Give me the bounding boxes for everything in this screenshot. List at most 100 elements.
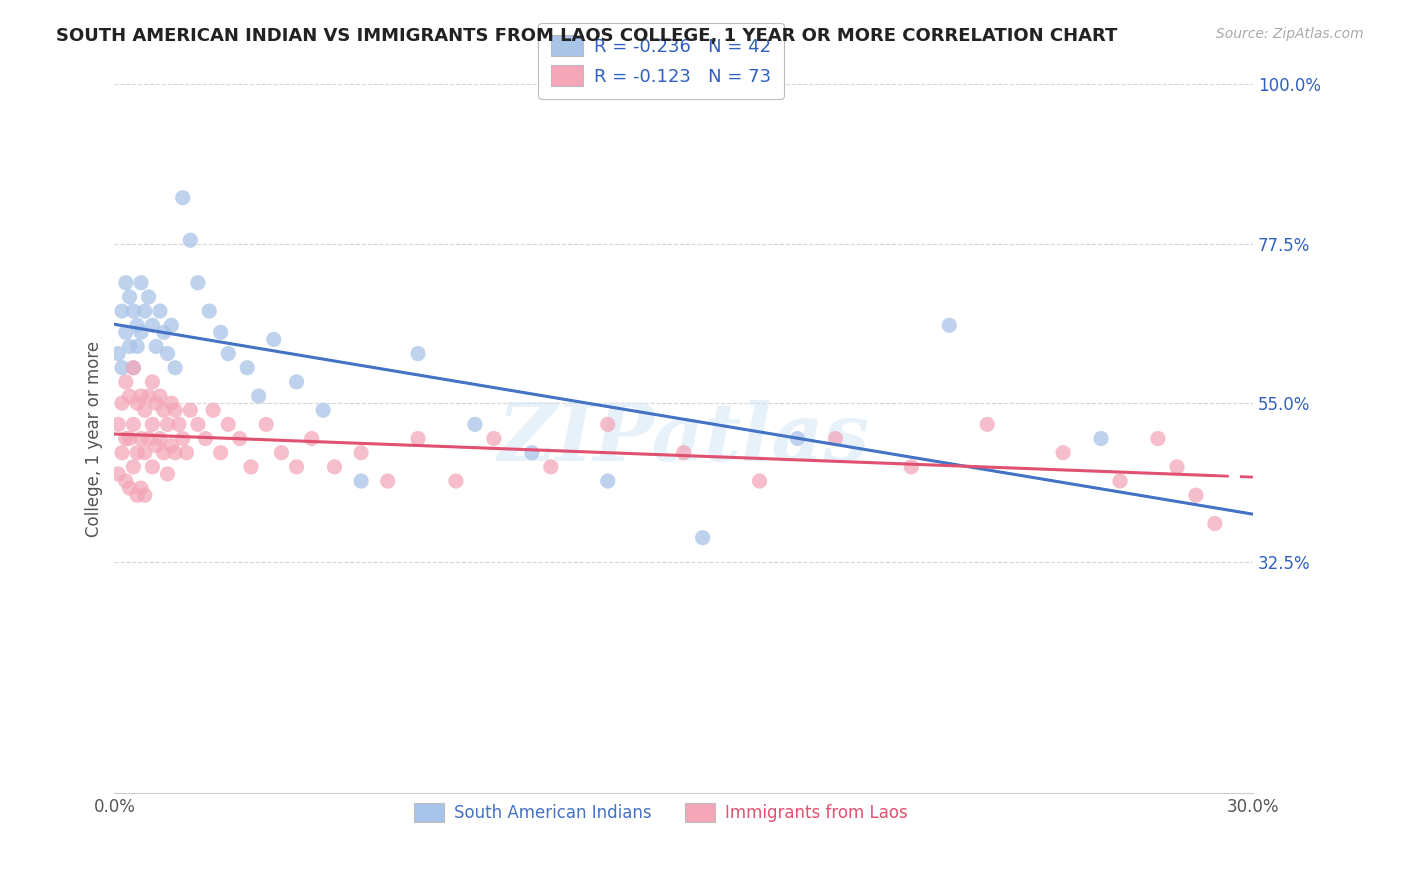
Point — [167, 417, 190, 432]
Point — [350, 446, 373, 460]
Point — [107, 417, 129, 432]
Point — [134, 403, 156, 417]
Point — [247, 389, 270, 403]
Point — [900, 459, 922, 474]
Point — [520, 446, 543, 460]
Point — [444, 474, 467, 488]
Point — [118, 481, 141, 495]
Point — [786, 432, 808, 446]
Point — [254, 417, 277, 432]
Point — [156, 346, 179, 360]
Point — [149, 432, 172, 446]
Point — [540, 459, 562, 474]
Point — [127, 318, 149, 333]
Point — [129, 326, 152, 340]
Point — [1166, 459, 1188, 474]
Point — [240, 459, 263, 474]
Text: Source: ZipAtlas.com: Source: ZipAtlas.com — [1216, 27, 1364, 41]
Point — [406, 346, 429, 360]
Point — [1185, 488, 1208, 502]
Point — [406, 432, 429, 446]
Point — [377, 474, 399, 488]
Point — [312, 403, 335, 417]
Point — [209, 326, 232, 340]
Point — [138, 389, 160, 403]
Point — [156, 417, 179, 432]
Point — [152, 403, 174, 417]
Point — [194, 432, 217, 446]
Point — [152, 446, 174, 460]
Point — [692, 531, 714, 545]
Point — [141, 417, 163, 432]
Point — [217, 417, 239, 432]
Point — [138, 290, 160, 304]
Point — [301, 432, 323, 446]
Point — [149, 304, 172, 318]
Point — [179, 403, 201, 417]
Point — [145, 396, 167, 410]
Point — [127, 396, 149, 410]
Point — [236, 360, 259, 375]
Point — [149, 389, 172, 403]
Point — [202, 403, 225, 417]
Point — [122, 360, 145, 375]
Point — [1204, 516, 1226, 531]
Point — [1090, 432, 1112, 446]
Point — [464, 417, 486, 432]
Point — [107, 346, 129, 360]
Point — [187, 417, 209, 432]
Point — [350, 474, 373, 488]
Point — [114, 276, 136, 290]
Text: SOUTH AMERICAN INDIAN VS IMMIGRANTS FROM LAOS COLLEGE, 1 YEAR OR MORE CORRELATIO: SOUTH AMERICAN INDIAN VS IMMIGRANTS FROM… — [56, 27, 1118, 45]
Point — [129, 276, 152, 290]
Point — [596, 474, 619, 488]
Point — [263, 332, 285, 346]
Point — [127, 488, 149, 502]
Point — [122, 360, 145, 375]
Point — [198, 304, 221, 318]
Point — [129, 389, 152, 403]
Point — [152, 326, 174, 340]
Point — [145, 439, 167, 453]
Point — [938, 318, 960, 333]
Point — [122, 304, 145, 318]
Point — [127, 446, 149, 460]
Point — [270, 446, 292, 460]
Point — [118, 290, 141, 304]
Point — [114, 474, 136, 488]
Point — [217, 346, 239, 360]
Point — [1109, 474, 1132, 488]
Point — [482, 432, 505, 446]
Point — [165, 403, 187, 417]
Point — [165, 446, 187, 460]
Point — [122, 417, 145, 432]
Point — [209, 446, 232, 460]
Point — [141, 375, 163, 389]
Point — [179, 233, 201, 247]
Point — [107, 467, 129, 481]
Point — [160, 396, 183, 410]
Point — [187, 276, 209, 290]
Point — [129, 432, 152, 446]
Point — [111, 304, 134, 318]
Point — [160, 439, 183, 453]
Point — [134, 446, 156, 460]
Point — [118, 389, 141, 403]
Point — [824, 432, 846, 446]
Point — [172, 191, 194, 205]
Point — [228, 432, 250, 446]
Point — [111, 446, 134, 460]
Point — [122, 459, 145, 474]
Point — [672, 446, 695, 460]
Point — [172, 432, 194, 446]
Point — [138, 432, 160, 446]
Point — [165, 360, 187, 375]
Point — [145, 339, 167, 353]
Point — [596, 417, 619, 432]
Point — [1147, 432, 1170, 446]
Point — [285, 375, 308, 389]
Point — [160, 318, 183, 333]
Legend: South American Indians, Immigrants from Laos: South American Indians, Immigrants from … — [402, 791, 920, 834]
Point — [176, 446, 198, 460]
Point — [141, 318, 163, 333]
